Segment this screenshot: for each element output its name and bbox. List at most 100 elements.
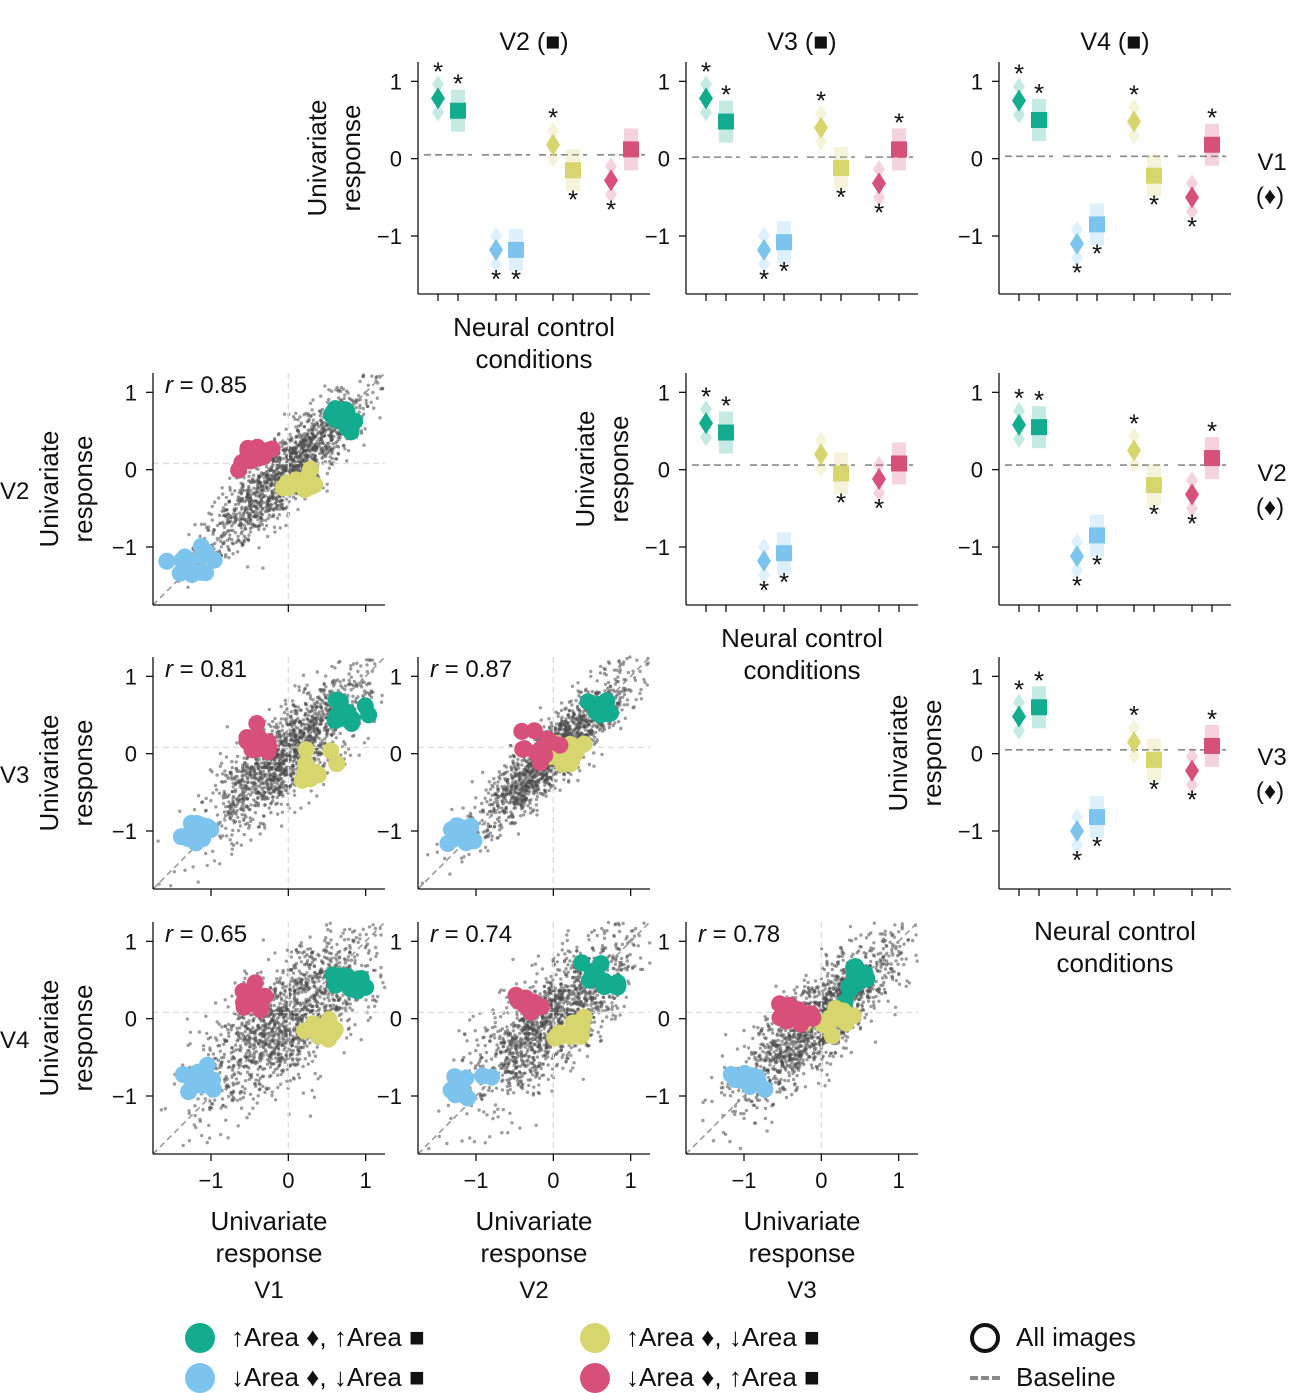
all-images-point — [193, 1104, 196, 1107]
all-images-point — [314, 717, 317, 720]
all-images-point — [304, 412, 307, 415]
all-images-point — [231, 848, 234, 851]
all-images-point — [276, 1074, 279, 1077]
all-images-point — [303, 432, 306, 435]
all-images-point — [286, 734, 289, 737]
all-images-point — [638, 670, 641, 673]
all-images-point — [519, 814, 522, 817]
all-images-point — [567, 715, 570, 718]
all-images-point — [219, 1033, 222, 1036]
all-images-point — [279, 526, 282, 529]
all-images-point — [328, 449, 331, 452]
all-images-point — [280, 445, 283, 448]
all-images-point — [566, 729, 569, 732]
all-images-point — [298, 689, 301, 692]
all-images-point — [343, 393, 346, 396]
all-images-point — [277, 499, 280, 502]
all-images-point — [218, 549, 221, 552]
all-images-point — [515, 768, 518, 771]
all-images-point — [339, 732, 342, 735]
all-images-point — [277, 739, 280, 742]
all-images-point — [236, 550, 239, 553]
all-images-point — [350, 676, 353, 679]
all-images-point — [294, 734, 297, 737]
all-images-point — [263, 786, 266, 789]
all-images-point — [271, 729, 274, 732]
all-images-point — [330, 734, 333, 737]
all-images-point — [322, 783, 325, 786]
all-images-point — [160, 1108, 163, 1111]
all-images-point — [263, 481, 266, 484]
all-images-point — [499, 823, 502, 826]
all-images-point — [618, 700, 621, 703]
all-images-point — [591, 725, 594, 728]
all-images-point — [233, 489, 236, 492]
all-images-point — [544, 795, 547, 798]
all-images-point — [506, 770, 509, 773]
all-images-point — [623, 693, 626, 696]
all-images-point — [359, 664, 362, 667]
all-images-point — [528, 789, 531, 792]
all-images-point — [254, 811, 257, 814]
all-images-point — [486, 813, 489, 816]
all-images-point — [513, 789, 516, 792]
all-images-point — [226, 512, 229, 515]
all-images-point — [306, 717, 309, 720]
all-images-point — [574, 699, 577, 702]
all-images-point — [232, 803, 235, 806]
all-images-point — [300, 722, 303, 725]
all-images-point — [249, 803, 252, 806]
all-images-point — [309, 694, 312, 697]
all-images-point — [504, 807, 507, 810]
all-images-point — [537, 781, 540, 784]
all-images-point — [246, 565, 249, 568]
all-images-point — [269, 782, 272, 785]
all-images-point — [276, 733, 279, 736]
all-images-point — [208, 1136, 211, 1139]
all-images-point — [247, 781, 250, 784]
y-tick-label: 0 — [125, 742, 137, 767]
all-images-point — [231, 552, 234, 555]
all-images-point — [253, 768, 256, 771]
all-images-point — [643, 681, 646, 684]
all-images-point — [271, 799, 274, 802]
all-images-point — [647, 661, 650, 664]
all-images-point — [496, 796, 499, 799]
y-tick-label: 1 — [125, 664, 137, 689]
all-images-point — [310, 431, 313, 434]
all-images-point — [267, 958, 270, 961]
all-images-point — [622, 687, 625, 690]
all-images-point — [469, 812, 472, 815]
all-images-point — [577, 734, 580, 737]
cluster-point-yellow — [310, 766, 327, 783]
all-images-point — [360, 1038, 363, 1041]
all-images-point — [586, 720, 589, 723]
all-images-point — [557, 715, 560, 718]
all-images-point — [531, 783, 534, 786]
all-images-point — [593, 736, 596, 739]
all-images-point — [247, 537, 250, 540]
all-images-point — [262, 814, 265, 817]
cluster-point-blue — [191, 816, 208, 833]
all-images-point — [272, 513, 275, 516]
all-images-point — [509, 822, 512, 825]
cluster-point-pink — [513, 723, 530, 740]
all-images-point — [220, 762, 223, 765]
all-images-point — [285, 442, 288, 445]
all-images-point — [536, 795, 539, 798]
all-images-point — [525, 764, 528, 767]
all-images-point — [306, 432, 309, 435]
all-images-point — [242, 514, 245, 517]
all-images-point — [310, 456, 313, 459]
all-images-point — [348, 679, 351, 682]
all-images-point — [548, 727, 551, 730]
all-images-point — [304, 713, 307, 716]
all-images-point — [205, 1032, 208, 1035]
all-images-point — [373, 1005, 376, 1008]
all-images-point — [281, 439, 284, 442]
all-images-point — [238, 491, 241, 494]
all-images-point — [310, 408, 313, 411]
all-images-point — [316, 432, 319, 435]
all-images-point — [370, 374, 373, 377]
all-images-point — [576, 681, 579, 684]
